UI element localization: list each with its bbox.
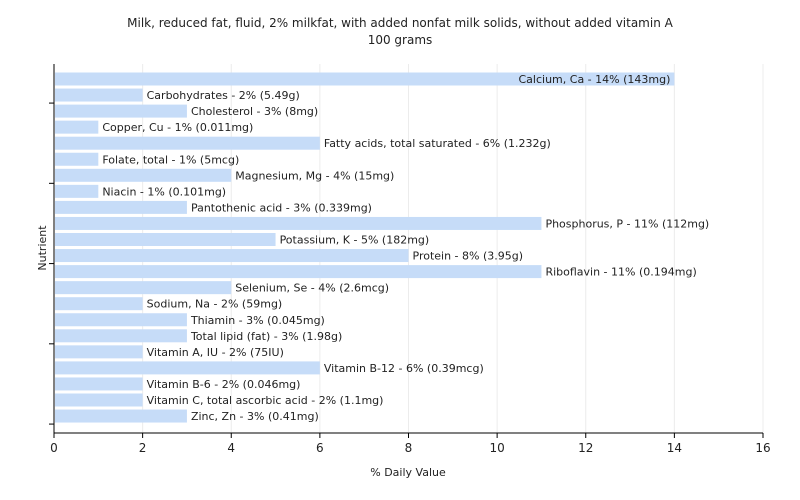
bar (55, 281, 232, 295)
bar (55, 249, 409, 263)
data-label: Selenium, Se - 4% (2.6mcg) (235, 282, 389, 295)
bar (55, 216, 542, 230)
bar (55, 313, 187, 327)
bar (55, 200, 187, 214)
x-tick-label: 10 (489, 441, 504, 455)
data-label: Vitamin B-12 - 6% (0.39mcg) (324, 362, 484, 375)
bar (55, 233, 276, 246)
data-label: Potassium, K - 5% (182mg) (280, 234, 430, 247)
data-label: Cholesterol - 3% (8mg) (191, 105, 318, 118)
data-label: Copper, Cu - 1% (0.011mg) (102, 121, 253, 134)
axes: 0 2 4 6 8 10 12 14 16 (49, 64, 771, 455)
bar (55, 72, 675, 86)
bar (55, 120, 99, 134)
data-label: Vitamin A, IU - 2% (75IU) (147, 346, 284, 359)
chart-title: Milk, reduced fat, fluid, 2% milkfat, wi… (127, 16, 673, 30)
data-label: Folate, total - 1% (5mcg) (102, 153, 239, 166)
data-label: Total lipid (fat) - 3% (1.98g) (190, 330, 342, 343)
bar (55, 393, 143, 407)
chart-subtitle: 100 grams (368, 33, 433, 47)
x-tick-label: 8 (405, 441, 413, 455)
data-label: Riboflavin - 11% (0.194mg) (545, 266, 696, 279)
x-tick-label: 14 (667, 441, 682, 455)
data-label: Vitamin C, total ascorbic acid - 2% (1.1… (147, 394, 384, 407)
data-label: Carbohydrates - 2% (5.49g) (147, 89, 300, 102)
data-label: Niacin - 1% (0.101mg) (102, 185, 226, 198)
bar (55, 361, 320, 375)
data-label: Vitamin B-6 - 2% (0.046mg) (147, 378, 301, 391)
data-label: Fatty acids, total saturated - 6% (1.232… (324, 137, 551, 150)
data-label: Thiamin - 3% (0.045mg) (190, 314, 325, 327)
x-tick-label: 2 (139, 441, 147, 455)
data-label: Phosphorus, P - 11% (112mg) (545, 217, 709, 230)
bar (55, 104, 187, 118)
bar (55, 152, 99, 166)
x-tick-label: 12 (578, 441, 593, 455)
grid-lines (142, 64, 764, 433)
x-tick-label: 4 (227, 441, 235, 455)
bar (55, 184, 99, 198)
bar (55, 329, 187, 343)
bars: Calcium, Ca - 14% (143mg) Carbohydrates -… (55, 72, 709, 423)
bar (55, 168, 232, 182)
x-tick-label: 6 (316, 441, 324, 455)
bar (55, 265, 542, 279)
bar (55, 297, 143, 311)
data-label: Protein - 8% (3.95g) (413, 250, 524, 263)
data-label: Zinc, Zn - 3% (0.41mg) (191, 410, 319, 423)
data-label: Pantothenic acid - 3% (0.339mg) (191, 201, 372, 214)
data-label: Calcium, Ca - 14% (143mg) (519, 73, 671, 86)
bar (55, 345, 143, 359)
bar (55, 409, 187, 423)
data-label: Magnesium, Mg - 4% (15mg) (235, 169, 394, 182)
x-axis-label: % Daily Value (370, 466, 446, 479)
bar (55, 377, 143, 391)
x-tick-label: 16 (755, 441, 770, 455)
x-tick-label: 0 (50, 441, 58, 455)
bar (55, 88, 143, 102)
bar (55, 136, 320, 150)
data-label: Sodium, Na - 2% (59mg) (147, 298, 283, 311)
y-axis-label: Nutrient (36, 225, 49, 271)
